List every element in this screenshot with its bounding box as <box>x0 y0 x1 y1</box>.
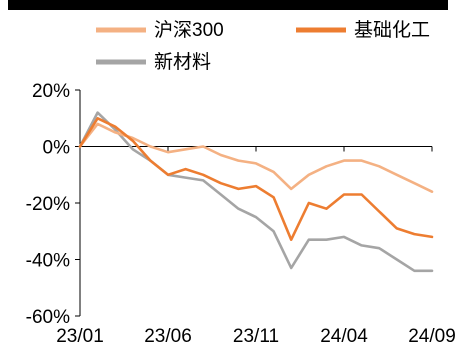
data-point <box>149 159 152 162</box>
data-point <box>184 176 187 179</box>
data-point <box>272 230 275 233</box>
data-point <box>202 173 204 176</box>
data-point <box>202 145 204 148</box>
series-line-0 <box>78 122 434 193</box>
y-tick-label: -60% <box>26 307 70 328</box>
data-point <box>290 188 293 190</box>
data-point <box>96 117 99 120</box>
data-point <box>413 182 416 185</box>
data-point <box>308 238 310 241</box>
axes: 20% 0% -20% -40% -60%23/01 23/06 23/11 24/04 24/… <box>26 81 456 347</box>
data-point <box>378 247 381 249</box>
data-point <box>360 244 363 247</box>
x-tick-label: 24/04 <box>320 326 368 347</box>
data-point <box>132 137 134 139</box>
series-line-2 <box>78 111 434 273</box>
data-point <box>167 173 169 176</box>
data-point <box>184 168 187 170</box>
data-point <box>413 270 416 272</box>
data-point <box>167 151 169 153</box>
x-tick-label: 23/01 <box>56 326 104 347</box>
legend-label: 基础化工 <box>354 19 430 41</box>
data-point <box>114 128 116 131</box>
y-tick-label: 0% <box>43 138 71 159</box>
data-point <box>114 131 116 134</box>
x-tick-label: 23/06 <box>144 326 192 347</box>
data-point <box>431 190 433 193</box>
data-point <box>255 162 257 165</box>
data-point <box>431 270 433 272</box>
data-point <box>96 123 99 125</box>
data-point <box>325 207 328 210</box>
data-point <box>237 188 240 190</box>
legend-label: 新材料 <box>154 51 211 73</box>
data-point <box>184 148 187 151</box>
data-point <box>149 145 152 148</box>
data-point <box>396 227 398 230</box>
data-point <box>237 159 240 162</box>
data-point <box>132 140 134 142</box>
x-tick-label: 23/11 <box>233 326 279 347</box>
data-point <box>360 193 363 196</box>
data-point <box>325 238 328 241</box>
data-point <box>79 145 81 148</box>
data-point <box>308 202 310 204</box>
data-point <box>290 238 293 241</box>
y-tick-label: -40% <box>26 251 70 272</box>
data-point <box>396 173 398 176</box>
data-point <box>202 179 204 182</box>
y-tick-label: 20% <box>32 81 70 102</box>
y-tick-label: -20% <box>26 194 70 215</box>
data-point <box>360 159 363 162</box>
data-point <box>272 196 275 199</box>
data-point <box>255 216 257 218</box>
series-line-1 <box>78 117 434 241</box>
data-point <box>255 185 257 187</box>
data-point <box>413 233 416 235</box>
data-point <box>343 236 345 238</box>
data-point <box>96 111 99 114</box>
data-point <box>290 267 293 269</box>
data-point <box>378 165 381 168</box>
series-group <box>78 111 434 273</box>
data-point <box>220 182 222 185</box>
data-point <box>378 210 381 213</box>
data-point <box>343 159 345 162</box>
data-point <box>114 125 116 128</box>
data-point <box>325 165 328 168</box>
data-point <box>220 193 222 196</box>
x-tick-label: 24/09 <box>408 326 456 347</box>
data-point <box>431 236 433 238</box>
top-border-rule <box>8 0 448 10</box>
data-point <box>132 148 134 151</box>
data-point <box>396 258 398 261</box>
data-point <box>237 207 240 210</box>
data-point <box>308 173 310 176</box>
data-point <box>220 154 222 156</box>
legend-label: 沪深300 <box>154 19 224 41</box>
data-point <box>343 193 345 196</box>
data-point <box>272 171 275 173</box>
